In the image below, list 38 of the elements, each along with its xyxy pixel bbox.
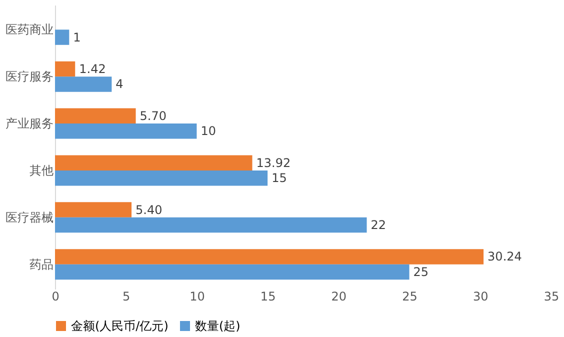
data-label: 5.70 — [140, 108, 166, 123]
x-tick-label: 30 — [473, 290, 488, 304]
y-tick-label: 医疗器械 — [6, 210, 54, 224]
x-tick-label: 10 — [190, 290, 205, 304]
y-tick-label: 医疗服务 — [6, 70, 54, 84]
bar — [55, 202, 132, 218]
bar — [55, 61, 76, 77]
bar — [55, 170, 268, 186]
bar — [55, 76, 112, 92]
data-label: 22 — [370, 218, 386, 232]
x-tick-label: 20 — [331, 290, 347, 304]
x-tick-label: 25 — [402, 290, 418, 304]
bar — [55, 249, 484, 264]
legend-label: 金额(人民币/亿元) — [71, 319, 168, 333]
bar — [55, 30, 70, 45]
data-label: 1 — [73, 30, 81, 44]
legend-label: 数量(起) — [195, 319, 240, 333]
data-label: 25 — [413, 264, 429, 279]
y-tick-label: 产业服务 — [6, 116, 54, 131]
data-label: 10 — [200, 124, 216, 138]
y-tick-label: 药品 — [30, 257, 54, 272]
y-tick-label: 其他 — [30, 163, 54, 178]
bar — [55, 124, 197, 139]
data-label: 1.42 — [79, 62, 106, 76]
x-tick-label: 5 — [122, 290, 130, 304]
bar — [55, 217, 367, 233]
data-label: 5.40 — [136, 202, 162, 217]
bar — [55, 264, 410, 280]
x-tick-label: 35 — [544, 290, 560, 304]
bar — [55, 108, 136, 124]
x-tick-label: 15 — [260, 290, 276, 304]
data-label: 15 — [272, 171, 287, 186]
data-label: 4 — [116, 77, 124, 92]
bar — [55, 155, 252, 170]
y-tick-label: 医药商业 — [6, 22, 54, 37]
data-label: 30.24 — [488, 250, 522, 264]
x-tick-label: 0 — [52, 290, 60, 304]
data-label: 13.92 — [256, 156, 291, 170]
